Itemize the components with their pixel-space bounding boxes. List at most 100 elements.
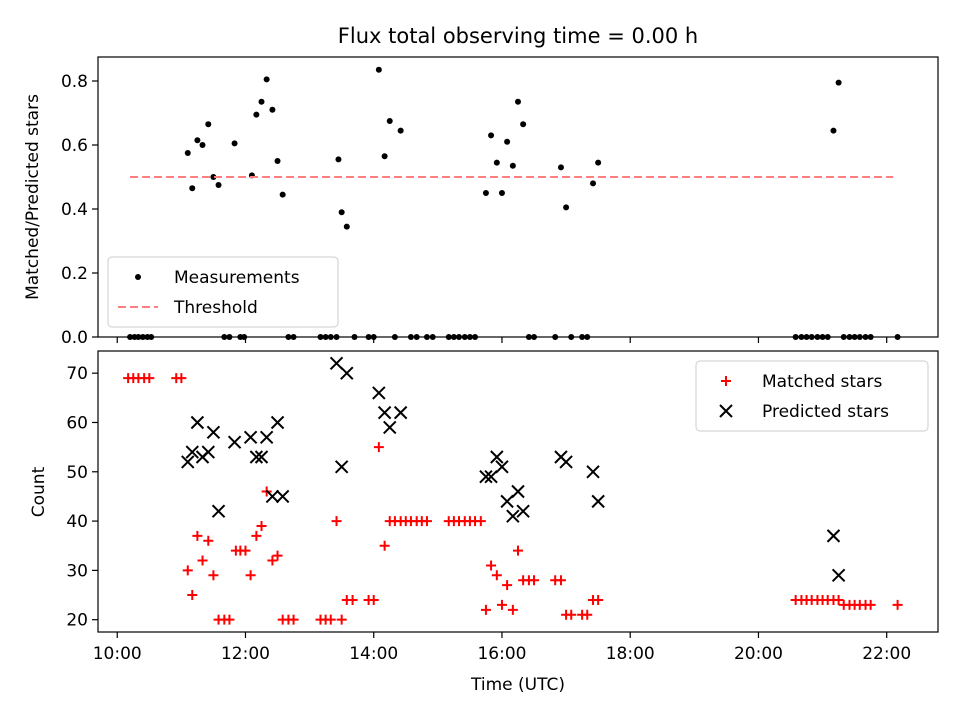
measurements-point — [493, 159, 500, 166]
predicted-stars-point — [249, 450, 264, 464]
measurements-point — [482, 190, 489, 196]
matched-stars-point — [197, 555, 208, 566]
legend-threshold-label: Threshold — [173, 298, 258, 318]
y-tick-label: 30 — [66, 561, 88, 581]
y-tick-label: 70 — [66, 364, 88, 384]
measurements-point — [194, 137, 201, 144]
matched-stars-point — [224, 614, 235, 625]
measurements-point — [274, 158, 281, 164]
legend-matched-stars-label: Matched stars — [762, 372, 882, 392]
matched-stars-point — [256, 521, 267, 532]
measurements-point — [386, 118, 393, 124]
series-layer — [123, 356, 903, 625]
measurements-point — [269, 106, 276, 113]
predicted-stars-point — [254, 450, 269, 464]
matched-stars-point — [475, 516, 486, 527]
legend: Measurements Threshold — [107, 256, 339, 328]
predicted-stars-point — [826, 529, 841, 543]
matched-stars-point — [833, 594, 844, 605]
x-tick-label: 10:00 — [93, 644, 142, 664]
measurements-point — [375, 66, 382, 73]
y-tick-label: 0.4 — [61, 200, 88, 220]
measurements-point — [488, 132, 495, 139]
matched-stars-point — [496, 599, 507, 610]
y-tick-label: 0.2 — [61, 264, 88, 284]
measurements-point — [279, 191, 286, 198]
measurements-point — [509, 162, 516, 169]
matched-stars-point — [192, 530, 203, 541]
axes-frame — [97, 350, 939, 633]
matched-stars-point — [865, 599, 876, 610]
axes-frame — [97, 56, 939, 338]
matched-stars-point — [187, 590, 198, 601]
matched-stars-point — [251, 530, 262, 541]
x-tick-label: 22:00 — [862, 644, 911, 664]
predicted-stars-point — [490, 450, 504, 464]
measurements-point — [520, 121, 527, 128]
matched-stars-point — [325, 614, 336, 625]
measurements-point — [343, 223, 350, 230]
predicted-stars-point — [211, 504, 226, 518]
top-y-axis-label: Matched/Predicted stars — [23, 94, 43, 300]
matched-stars-point — [267, 555, 278, 566]
matched-stars-point — [272, 550, 283, 561]
matched-stars-point — [331, 516, 342, 527]
predicted-stars-point — [377, 405, 392, 420]
measurements-point — [515, 98, 521, 105]
y-tick-label: 0.0 — [61, 328, 88, 348]
matched-stars-point — [336, 614, 347, 625]
x-axis-label: Time (UTC) — [470, 675, 565, 695]
predicted-stars-point — [227, 435, 242, 449]
predicted-stars-point — [201, 445, 215, 459]
predicted-stars-point — [185, 445, 199, 459]
matched-stars-point — [208, 570, 219, 581]
predicted-stars-point — [181, 455, 195, 469]
measurements-point — [397, 127, 404, 134]
matched-stars-point — [513, 545, 523, 556]
measurements-point — [498, 190, 505, 196]
predicted-stars-point — [484, 470, 498, 484]
predicted-stars-point — [329, 356, 344, 371]
matched-stars-point — [486, 560, 497, 571]
matched-stars-point — [502, 580, 513, 591]
matched-stars-point — [368, 594, 379, 605]
matched-stars-point — [529, 575, 540, 586]
predicted-stars-point — [372, 386, 386, 400]
matched-stars-point — [593, 594, 604, 605]
predicted-stars-point — [190, 415, 205, 430]
measurements-point — [381, 153, 388, 160]
y-tick-label: 50 — [66, 463, 88, 483]
predicted-stars-point — [340, 366, 354, 380]
y-tick-label: 0.8 — [61, 72, 88, 92]
predicted-stars-point — [516, 504, 530, 518]
predicted-stars-point — [334, 460, 349, 474]
legend-box — [107, 256, 339, 328]
matched-stars-point — [555, 575, 566, 586]
predicted-stars-point — [393, 405, 408, 420]
x-tick-label: 20:00 — [734, 644, 783, 664]
measurements-point — [199, 142, 206, 148]
legend-predicted-stars-swatch — [719, 404, 733, 418]
bottom-panel: 20 30 40 50 60 70 10:00 12:00 14:00 16:00 18:00 20:… — [66, 350, 939, 664]
measurements-point — [335, 156, 342, 163]
measurements-point — [215, 182, 222, 188]
x-tick-label: 12:00 — [221, 644, 270, 664]
legend-predicted-stars-label: Predicted stars — [762, 402, 889, 422]
legend-measurements-label: Measurements — [174, 268, 300, 288]
matched-stars-point — [176, 373, 187, 384]
legend-measurements-swatch — [135, 274, 141, 280]
measurements-point — [835, 79, 842, 86]
chart-title: Flux total observing time = 0.00 h — [338, 24, 698, 48]
predicted-stars-point — [265, 489, 280, 504]
predicted-stars-point — [586, 465, 600, 479]
matched-stars-point — [144, 373, 155, 384]
measurements-point — [338, 209, 345, 216]
y-tick-label: 20 — [66, 611, 88, 631]
predicted-stars-point — [206, 425, 221, 440]
predicted-stars-point — [511, 484, 525, 499]
measurements-point — [504, 138, 511, 145]
measurements-point — [563, 204, 570, 211]
measurements-point — [263, 76, 270, 83]
predicted-stars-point — [495, 460, 509, 474]
